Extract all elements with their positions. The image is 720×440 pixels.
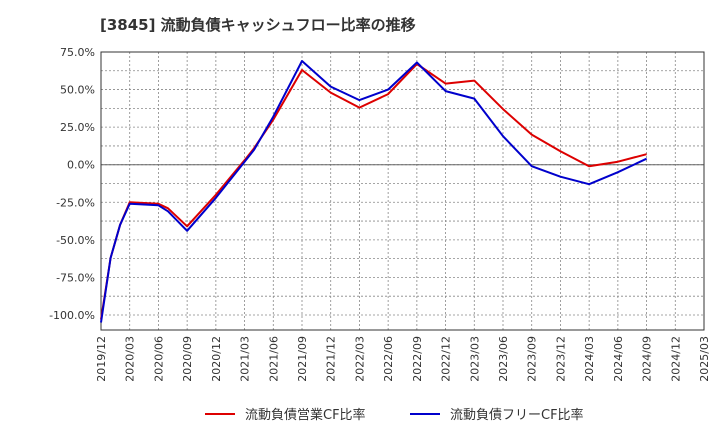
series-line-1	[100, 63, 647, 320]
y-tick-label: -25.0%	[56, 196, 95, 209]
y-tick-label: 50.0%	[60, 84, 95, 97]
x-tick-label: 2024/06	[612, 336, 625, 382]
x-tick-label: 2025/03	[698, 336, 711, 382]
series-line-2	[100, 60, 648, 323]
y-tick-label: -100.0%	[49, 309, 95, 322]
x-tick-label: 2020/03	[124, 336, 137, 382]
y-tick-label: -75.0%	[56, 271, 95, 284]
chart-title: [3845] 流動負債キャッシュフロー比率の推移	[100, 16, 416, 34]
x-tick-label: 2024/03	[583, 336, 596, 382]
x-tick-label: 2019/12	[95, 336, 108, 382]
x-tick-label: 2022/12	[440, 336, 453, 382]
x-tick-label: 2023/03	[468, 336, 481, 382]
x-tick-label: 2023/09	[526, 336, 539, 382]
x-tick-label: 2024/12	[669, 336, 682, 382]
legend-label-1: 流動負債営業CF比率	[245, 407, 366, 423]
x-tick-label: 2021/03	[239, 336, 252, 382]
y-tick-label: 75.0%	[60, 46, 95, 59]
legend-label-2: 流動負債フリーCF比率	[450, 407, 584, 423]
x-tick-label: 2022/03	[353, 336, 366, 382]
x-tick-label: 2020/12	[210, 336, 223, 382]
plot-frame	[100, 51, 705, 331]
y-tick-label: 25.0%	[60, 121, 95, 134]
x-tick-label: 2021/06	[267, 336, 280, 382]
x-tick-label: 2023/06	[497, 336, 510, 382]
x-tick-label: 2022/09	[411, 336, 424, 382]
x-tick-label: 2021/12	[325, 336, 338, 382]
x-tick-label: 2021/09	[296, 336, 309, 382]
y-tick-label: -50.0%	[56, 234, 95, 247]
x-tick-label: 2023/12	[554, 336, 567, 382]
x-tick-label: 2020/09	[181, 336, 194, 382]
y-tick-label: 0.0%	[67, 159, 95, 172]
plot-area	[101, 52, 704, 330]
x-tick-label: 2024/09	[641, 336, 654, 382]
x-tick-label: 2022/06	[382, 336, 395, 382]
x-tick-label: 2020/06	[152, 336, 165, 382]
